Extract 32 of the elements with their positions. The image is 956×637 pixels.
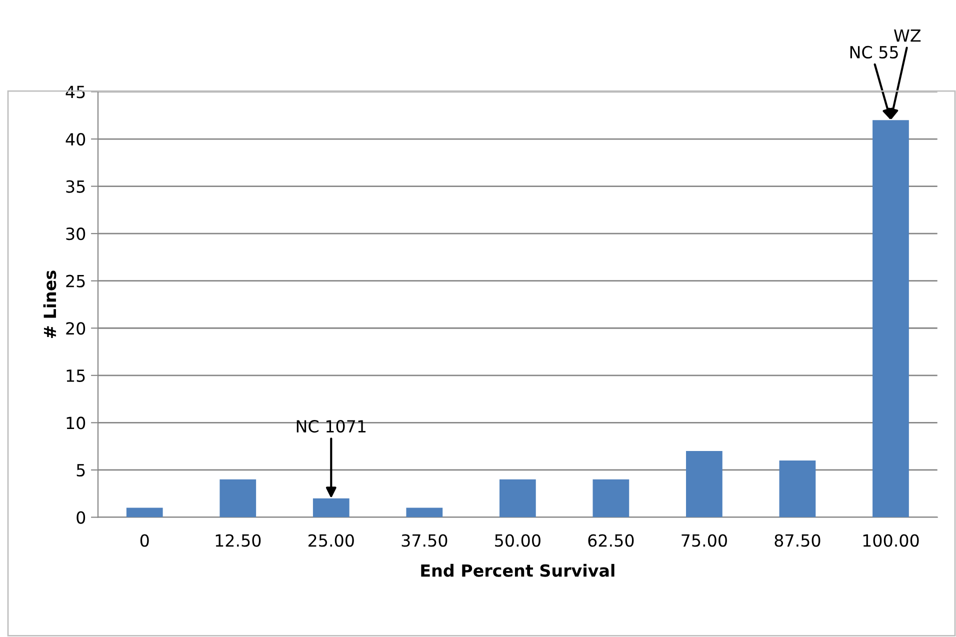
- y-axis-title: # Lines: [43, 270, 56, 338]
- x-tick-label: 87.50: [774, 534, 820, 547]
- x-tick-label: 25.00: [308, 534, 354, 547]
- y-tick-label: 40: [66, 132, 86, 146]
- x-tick-label: 50.00: [495, 534, 540, 547]
- annotation: NC 55: [850, 46, 898, 59]
- bar: [779, 460, 816, 518]
- x-tick-label: 62.50: [588, 534, 634, 547]
- y-tick-label: 25: [66, 274, 85, 288]
- y-tick-label: 30: [66, 228, 86, 240]
- bar: [312, 498, 350, 518]
- annotation: WZ: [894, 29, 921, 42]
- x-tick-label: 0: [140, 534, 149, 547]
- annotation: NC 1071: [296, 420, 366, 433]
- x-tick-label: 12.50: [216, 534, 261, 547]
- bar: [592, 479, 630, 518]
- bar: [126, 508, 163, 518]
- bar: [686, 451, 722, 518]
- bar: [406, 508, 443, 518]
- x-tick-label: 75.00: [682, 534, 727, 547]
- bar: [220, 479, 256, 518]
- y-tick-label: 0: [76, 511, 86, 524]
- y-tick-label: 20: [66, 322, 86, 335]
- y-tick-label: 15: [66, 370, 85, 382]
- y-tick-label: 5: [76, 464, 85, 477]
- bar: [499, 479, 536, 518]
- x-tick-label: 100.00: [863, 534, 919, 547]
- x-axis-title: End Percent Survival: [421, 564, 614, 577]
- bar: [872, 120, 909, 518]
- y-tick-label: 10: [66, 416, 86, 430]
- x-tick-label: 37.50: [402, 534, 448, 547]
- y-tick-label: 35: [66, 180, 85, 193]
